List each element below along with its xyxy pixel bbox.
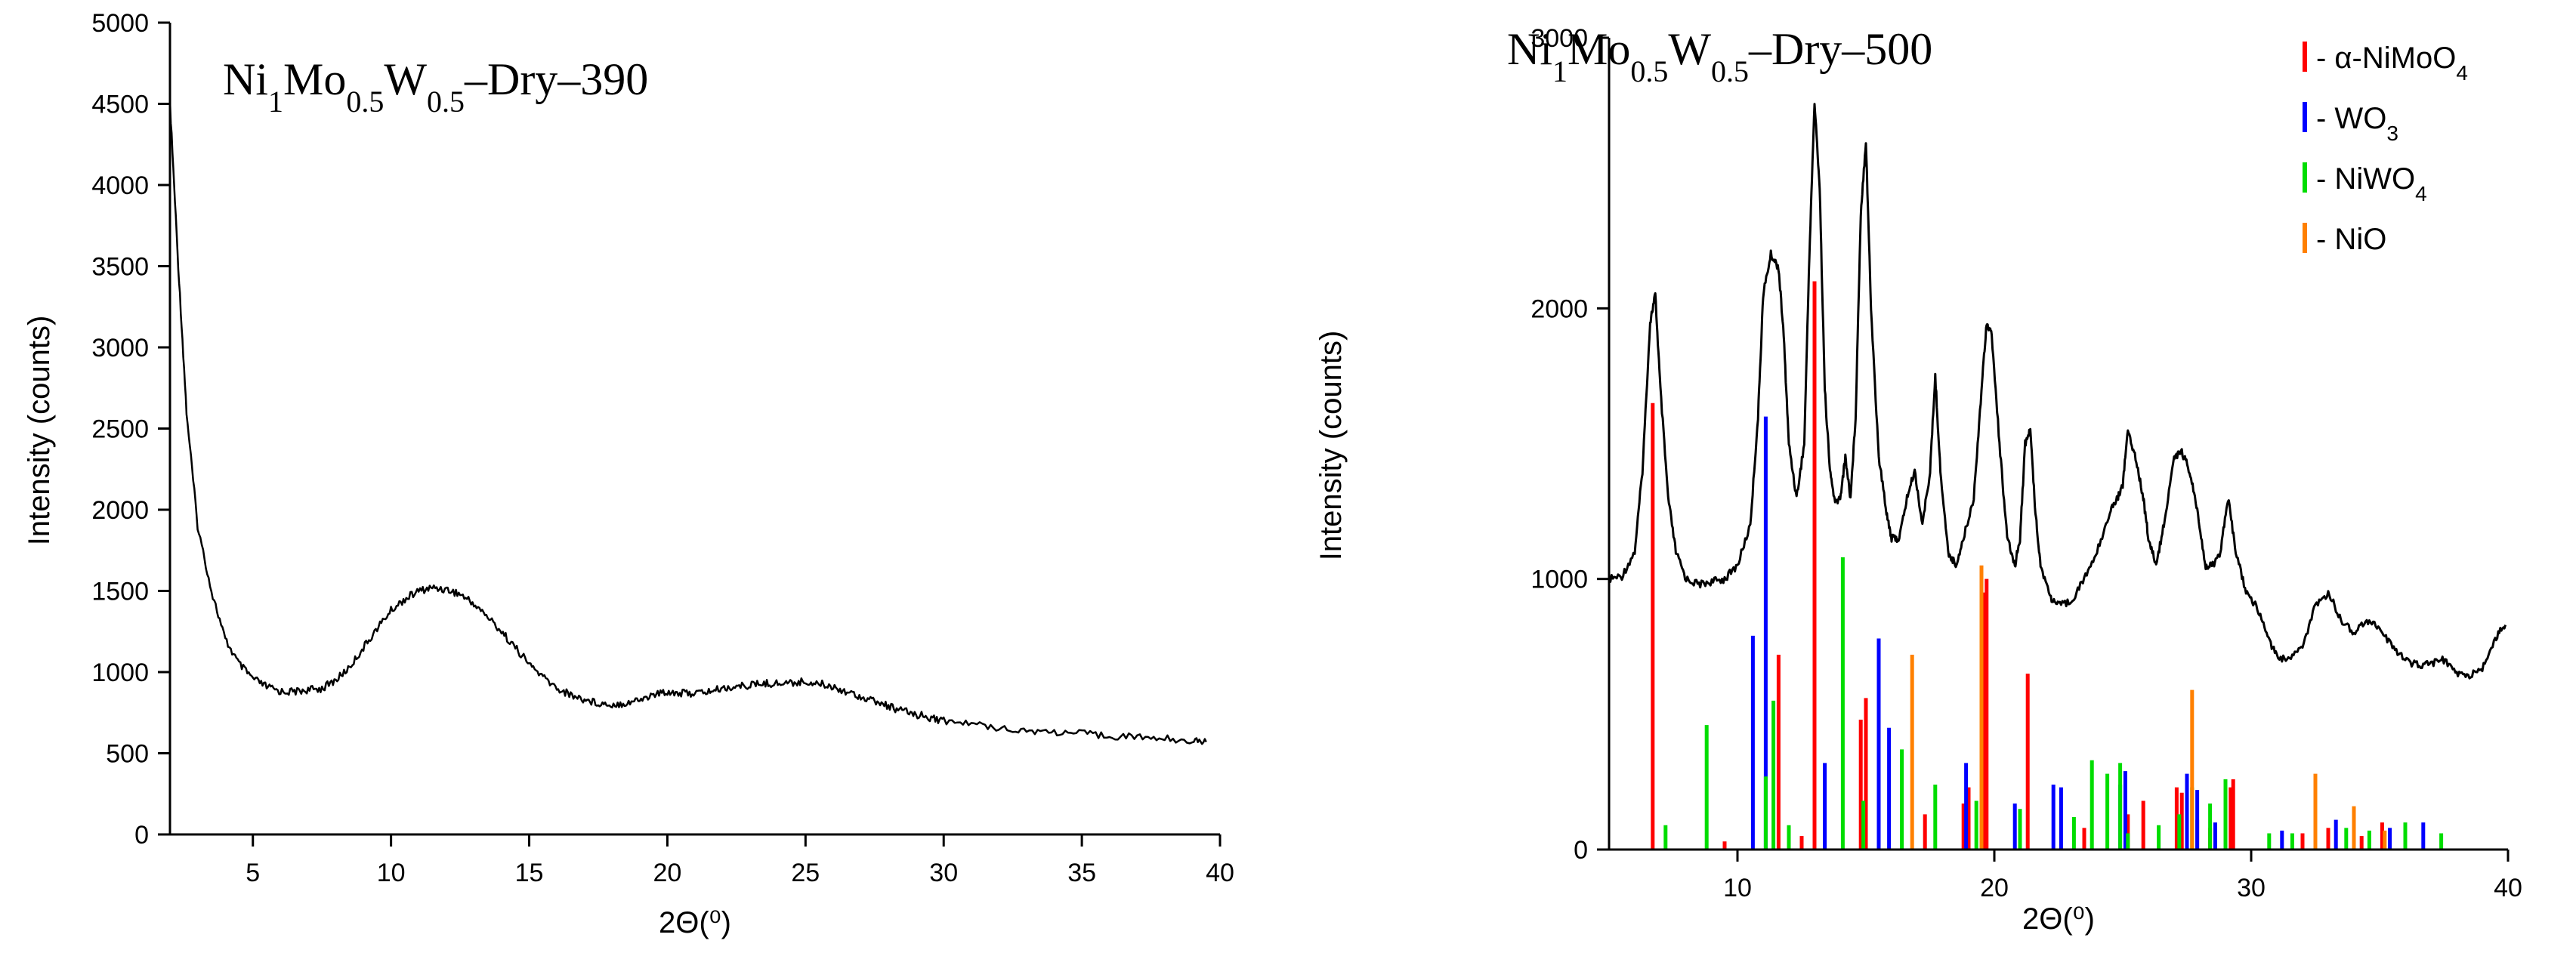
chart-right-title: Ni1Mo0.5W0.5–Dry–500 xyxy=(1507,24,1932,88)
y-axis-label-left: Intensity (counts) xyxy=(23,316,56,546)
y-tick-label: 1000 xyxy=(91,658,149,687)
y-tick-label: 0 xyxy=(134,821,149,850)
legend-swatch-nimoo4 xyxy=(2303,42,2307,72)
legend-sub-niwo4: 4 xyxy=(2415,182,2427,205)
x-tick-labels-right: 10 20 30 40 xyxy=(1723,874,2522,902)
legend-label-nimoo4: - α-NiMoO xyxy=(2316,42,2456,75)
title-right-ni: Ni xyxy=(1507,24,1552,74)
x-tick-label: 30 xyxy=(929,859,958,887)
x-tick-label: 20 xyxy=(1980,874,2009,902)
x-tick-label: 20 xyxy=(653,859,682,887)
y-tick-label: 2000 xyxy=(91,496,149,525)
title-left-w: W xyxy=(384,54,427,104)
reference-lines-right xyxy=(1651,281,2444,850)
legend-item-wo3: - WO3 xyxy=(2303,102,2398,145)
y-tick-labels-left: 0 500 1000 1500 2000 2500 3000 3500 4000 4500 5000 xyxy=(91,9,149,850)
series-right xyxy=(1608,103,2507,680)
title-left-ni: Ni xyxy=(223,54,268,104)
legend-sub-nimoo4: 4 xyxy=(2456,61,2468,85)
title-right-suffix: –Dry–500 xyxy=(1748,24,1932,74)
y-tick-label: 4000 xyxy=(91,171,149,200)
y-tick-label: 3000 xyxy=(91,334,149,362)
y-tick-label: 1000 xyxy=(1530,566,1588,594)
legend-swatch-niwo4 xyxy=(2303,162,2307,193)
x-tick-label: 10 xyxy=(1723,874,1752,902)
y-tick-label: 3000 xyxy=(1530,24,1588,53)
svg-text:Ni1Mo0.5W0.5–Dry–390: Ni1Mo0.5W0.5–Dry–390 xyxy=(223,54,648,119)
svg-text:- NiO: - NiO xyxy=(2316,223,2386,256)
y-tick-label: 3500 xyxy=(91,253,149,282)
x-tick-label: 40 xyxy=(2494,874,2522,902)
y-tick-label: 500 xyxy=(106,740,149,769)
title-right-sub1: 1 xyxy=(1552,54,1568,88)
y-tick-label: 4500 xyxy=(91,91,149,119)
legend-item-niwo4: - NiWO4 xyxy=(2303,162,2427,205)
y-tick-label: 5000 xyxy=(91,9,149,38)
title-right-sub2: 0.5 xyxy=(1630,54,1668,88)
title-left-suffix: –Dry–390 xyxy=(464,54,648,104)
axes-right xyxy=(1608,38,2508,851)
y-tick-label: 1500 xyxy=(91,578,149,606)
x-tick-labels-left: 5 10 15 20 25 30 35 40 xyxy=(246,859,1234,887)
legend-item-nio: - NiO xyxy=(2303,223,2386,256)
axes-left xyxy=(168,23,1220,836)
y-tick-label: 0 xyxy=(1574,836,1588,865)
legend-label-wo3: - WO xyxy=(2316,102,2386,135)
svg-text:Ni1Mo0.5W0.5–Dry–500: Ni1Mo0.5W0.5–Dry–500 xyxy=(1507,24,1932,88)
x-axis-label-left: 2Θ(⁰) xyxy=(659,906,731,939)
legend-sub-wo3: 3 xyxy=(2386,122,2398,145)
title-left-mo: Mo xyxy=(283,54,346,104)
title-left-sub2: 0.5 xyxy=(346,85,384,119)
legend: - α-NiMoO4 - WO3 - NiWO4 - NiO xyxy=(2303,42,2468,256)
series-line xyxy=(168,100,1207,745)
legend-item-nimoo4: - α-NiMoO4 xyxy=(2303,42,2468,85)
y-tick-label: 2000 xyxy=(1530,295,1588,323)
legend-swatch-nio xyxy=(2303,223,2307,253)
x-tick-label: 10 xyxy=(377,859,406,887)
title-right-w: W xyxy=(1668,24,1711,74)
chart-left-title: Ni1Mo0.5W0.5–Dry–390 xyxy=(223,54,648,119)
y-tick-labels-right: 0 1000 2000 3000 xyxy=(1530,24,1588,865)
legend-label-nio: - NiO xyxy=(2316,223,2386,256)
title-left-sub3: 0.5 xyxy=(427,85,465,119)
x-axis-label-right: 2Θ(⁰) xyxy=(2022,902,2095,936)
legend-label-niwo4: - NiWO xyxy=(2316,162,2415,196)
tick-marks-left xyxy=(158,21,1222,847)
series-left xyxy=(168,100,1207,745)
y-axis-label-right: Intensity (counts) xyxy=(1314,331,1348,561)
chart-left: Ni1Mo0.5W0.5–Dry–390 5 10 15 20 25 30 35 40 050… xyxy=(23,9,1234,939)
x-tick-label: 15 xyxy=(515,859,544,887)
title-right-mo: Mo xyxy=(1568,24,1630,74)
svg-text:- α-NiMoO4: - α-NiMoO4 xyxy=(2316,42,2468,85)
x-tick-label: 25 xyxy=(791,859,820,887)
legend-swatch-wo3 xyxy=(2303,102,2307,132)
series-line xyxy=(1608,103,2507,680)
chart-right: Ni1Mo0.5W0.5–Dry–500 10 20 30 40 0100020003… xyxy=(1314,24,2522,936)
x-tick-label: 35 xyxy=(1067,859,1096,887)
tick-marks-right xyxy=(1597,36,2510,862)
title-left-sub1: 1 xyxy=(268,85,283,119)
svg-text:- WO3: - WO3 xyxy=(2316,102,2398,145)
y-tick-label: 2500 xyxy=(91,415,149,444)
x-tick-label: 5 xyxy=(246,859,260,887)
title-right-sub3: 0.5 xyxy=(1711,54,1749,88)
x-tick-label: 30 xyxy=(2237,874,2266,902)
x-tick-label: 40 xyxy=(1206,859,1234,887)
svg-text:- NiWO4: - NiWO4 xyxy=(2316,162,2427,205)
